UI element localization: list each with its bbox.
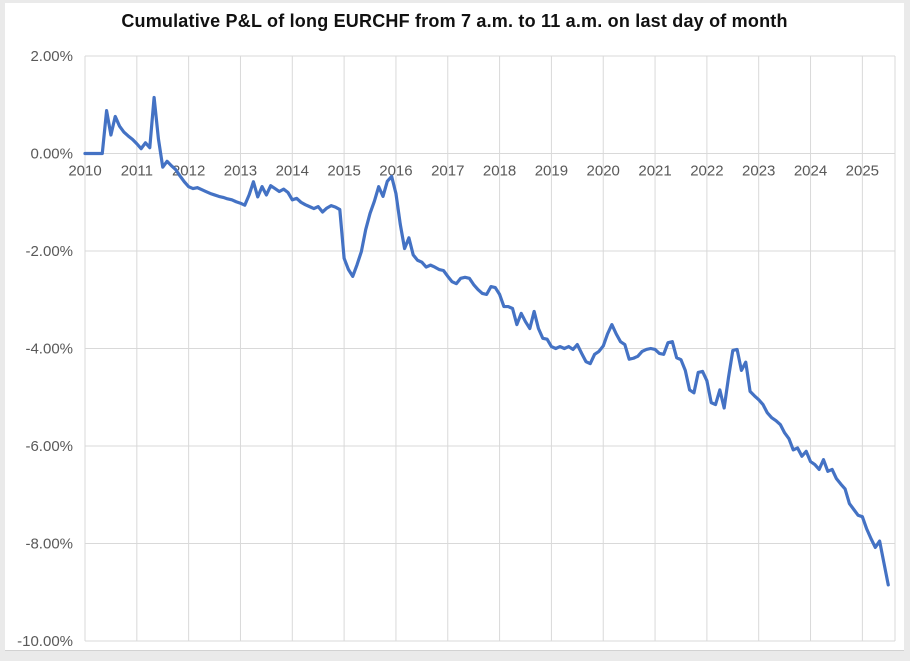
- x-axis-tick-label: 2023: [742, 163, 775, 180]
- x-axis-tick-label: 2013: [224, 163, 257, 180]
- y-axis-tick-label: -10.00%: [17, 633, 73, 650]
- x-axis-tick-label: 2010: [68, 163, 101, 180]
- chart-title: Cumulative P&L of long EURCHF from 7 a.m…: [121, 11, 788, 31]
- x-axis-tick-label: 2021: [638, 163, 671, 180]
- chart-area: Cumulative P&L of long EURCHF from 7 a.m…: [5, 3, 904, 651]
- y-axis-tick-label: -4.00%: [25, 341, 73, 358]
- y-axis-tick-label: -2.00%: [25, 243, 73, 260]
- x-axis-tick-label: 2015: [327, 163, 360, 180]
- x-axis-tick-label: 2022: [690, 163, 723, 180]
- x-axis-tick-label: 2018: [483, 163, 516, 180]
- pnl-line-series: [83, 95, 890, 587]
- x-axis-tick-label: 2025: [846, 163, 879, 180]
- x-axis-tick-label: 2024: [794, 163, 827, 180]
- y-axis-tick-label: -6.00%: [25, 438, 73, 455]
- y-axis-tick-label: 2.00%: [30, 48, 73, 65]
- x-axis-tick-label: 2011: [121, 163, 153, 180]
- y-axis-tick-label: -8.00%: [25, 536, 73, 553]
- y-axis-tick-label: 0.00%: [30, 146, 73, 163]
- x-axis-tick-label: 2017: [431, 163, 464, 180]
- x-axis-tick-label: 2020: [587, 163, 620, 180]
- x-axis-tick-label: 2014: [276, 163, 309, 180]
- x-axis-tick-label: 2019: [535, 163, 568, 180]
- x-axis-tick-label: 2016: [379, 163, 412, 180]
